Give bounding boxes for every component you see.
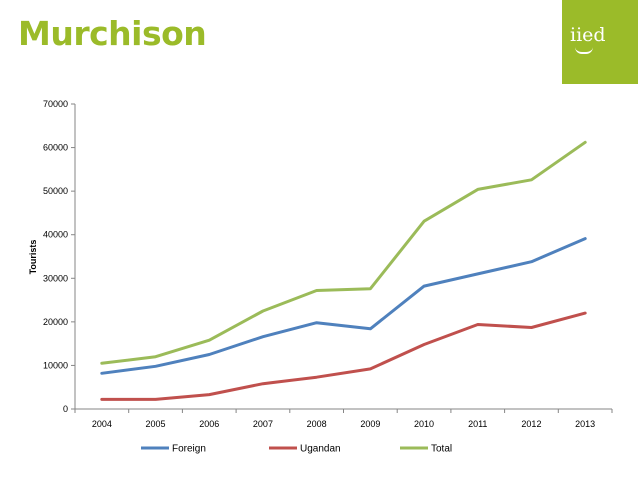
x-tick-label: 2011 bbox=[468, 419, 487, 429]
y-tick-label: 70000 bbox=[43, 99, 68, 109]
x-tick-label: 2009 bbox=[360, 419, 380, 429]
iied-logo: iied bbox=[562, 0, 638, 84]
y-tick-label: 0 bbox=[63, 404, 68, 414]
y-tick-label: 60000 bbox=[43, 143, 68, 153]
series-line-foreign bbox=[100, 237, 587, 375]
chart-axes bbox=[74, 104, 612, 410]
legend-label-total: Total bbox=[431, 444, 452, 455]
x-tick-label: 2006 bbox=[199, 419, 219, 429]
logo-text: iied bbox=[570, 24, 606, 46]
x-tick-label: 2004 bbox=[92, 419, 112, 429]
x-axis-ticks: 2004 2005 2006 2007 2008 2009 2010 2011 2012 2013 bbox=[74, 409, 613, 429]
series-line-ugandan bbox=[100, 311, 587, 401]
y-tick-label: 40000 bbox=[43, 230, 68, 240]
series-lines bbox=[100, 140, 587, 401]
x-tick-label: 2013 bbox=[575, 419, 595, 429]
chart-legend: Foreign Ugandan Total bbox=[141, 444, 452, 455]
y-tick-label: 30000 bbox=[43, 273, 68, 283]
y-tick-label: 20000 bbox=[43, 317, 68, 327]
legend-label-ugandan: Ugandan bbox=[300, 444, 341, 455]
series-line-total bbox=[100, 140, 587, 365]
y-axis-title: Tourists bbox=[28, 240, 38, 275]
x-tick-label: 2005 bbox=[146, 419, 166, 429]
x-tick-label: 2010 bbox=[414, 419, 434, 429]
x-tick-label: 2012 bbox=[521, 419, 541, 429]
y-axis-ticks: 0 10000 20000 30000 40000 50000 60000 70000 bbox=[43, 99, 75, 414]
legend-label-foreign: Foreign bbox=[172, 444, 206, 455]
x-tick-label: 2007 bbox=[253, 419, 273, 429]
logo-swoosh-icon bbox=[575, 47, 593, 54]
y-tick-label: 10000 bbox=[43, 360, 68, 370]
x-tick-label: 2008 bbox=[307, 419, 327, 429]
y-tick-label: 50000 bbox=[43, 186, 68, 196]
slide-title: Murchison bbox=[18, 14, 207, 53]
